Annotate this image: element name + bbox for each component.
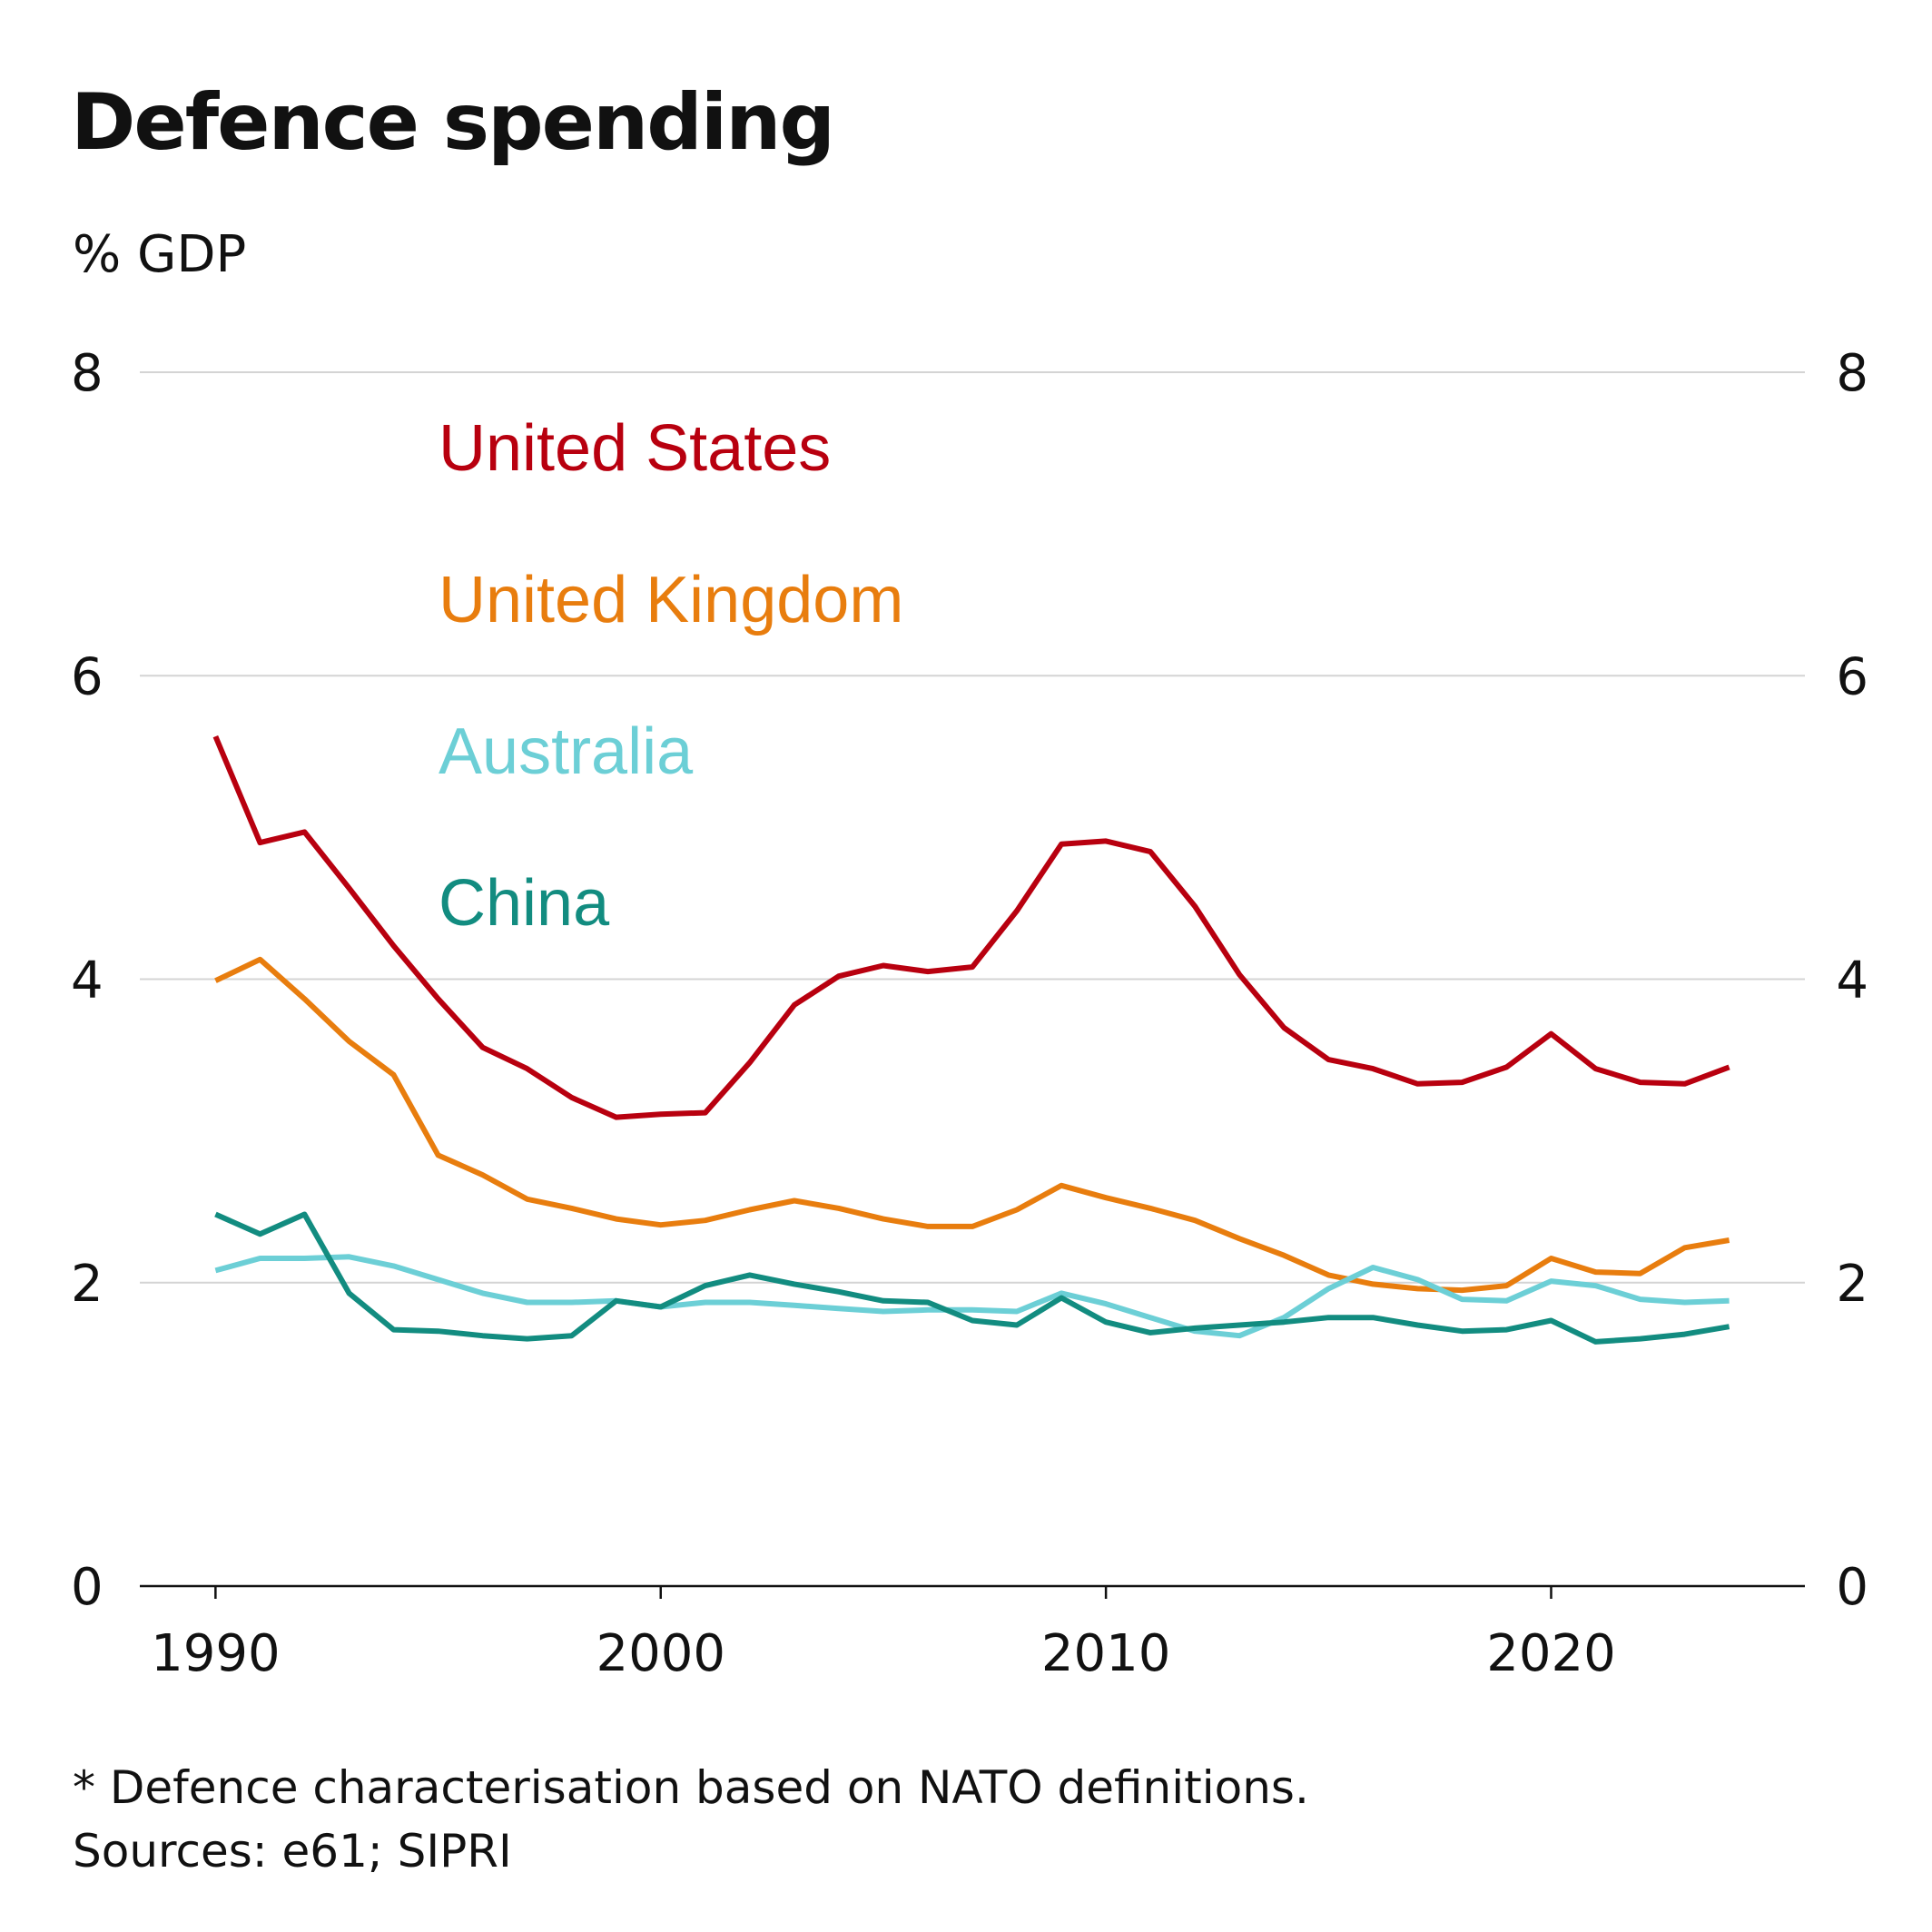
chart-title: Defence spending xyxy=(71,77,835,168)
series-lines xyxy=(212,734,1730,1345)
y-tick-label-left: 4 xyxy=(71,951,104,1010)
y-tick-label-right: 4 xyxy=(1836,951,1868,1010)
x-tick-label: 1990 xyxy=(151,1624,281,1683)
series-line-united-states xyxy=(212,734,1730,1120)
y-tick-label-left: 6 xyxy=(71,647,104,706)
y-tick-label-left: 2 xyxy=(71,1255,104,1314)
gridlines xyxy=(140,371,1805,1284)
unit-label: % GDP xyxy=(73,225,247,284)
legend-label-united-kingdom: United Kingdom xyxy=(439,564,903,636)
series-line-china xyxy=(214,1211,1730,1345)
legend-label-china: China xyxy=(439,867,610,940)
x-tick-label: 2020 xyxy=(1486,1624,1616,1683)
y-tick-label-right: 2 xyxy=(1836,1255,1868,1314)
y-tick-label-right: 8 xyxy=(1836,344,1868,403)
series-line-australia xyxy=(214,1254,1730,1339)
legend: United States United Kingdom Australia Chin… xyxy=(439,412,903,940)
sources: Sources: e61; SIPRI xyxy=(73,1825,512,1878)
axes: 0 0 2 2 4 4 6 6 8 8 1990 2000 2010 2020 xyxy=(71,344,1868,1683)
y-tick-label-right: 6 xyxy=(1836,647,1868,706)
legend-label-australia: Australia xyxy=(439,715,694,788)
footnote: * Defence characterisation based on NATO… xyxy=(73,1761,1309,1814)
legend-label-united-states: United States xyxy=(439,412,831,485)
x-tick-label: 2010 xyxy=(1041,1624,1171,1683)
series-line-united-kingdom xyxy=(214,956,1730,1294)
y-tick-label-left: 0 xyxy=(71,1558,104,1617)
x-tick-label: 2000 xyxy=(596,1624,725,1683)
y-tick-label-right: 0 xyxy=(1836,1558,1868,1617)
y-tick-label-left: 8 xyxy=(71,344,104,403)
